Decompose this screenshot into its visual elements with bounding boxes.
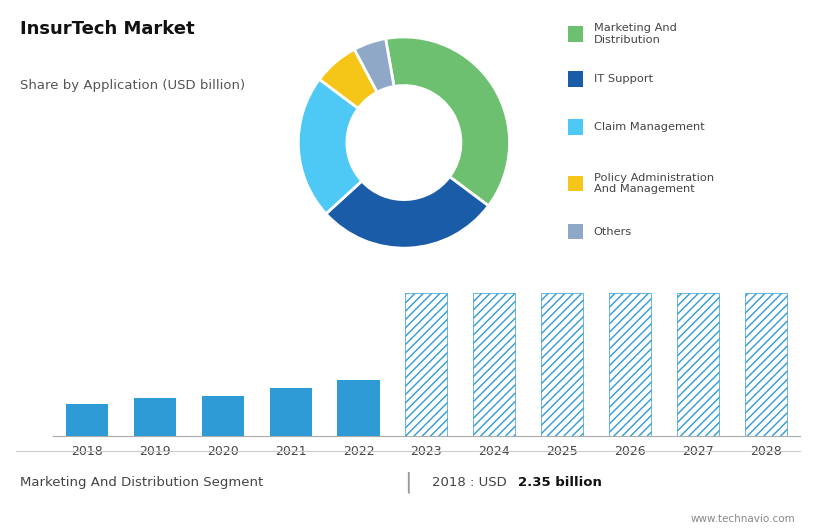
- Bar: [568, 119, 583, 135]
- Wedge shape: [319, 49, 377, 108]
- Bar: [406, 293, 447, 436]
- Text: |: |: [404, 472, 412, 494]
- Bar: [745, 293, 787, 436]
- Text: Share by Application (USD billion): Share by Application (USD billion): [20, 79, 246, 92]
- Bar: [568, 176, 583, 191]
- Text: www.technavio.com: www.technavio.com: [691, 514, 796, 524]
- Text: Marketing And
Distribution: Marketing And Distribution: [594, 23, 676, 45]
- Text: IT Support: IT Support: [594, 74, 653, 84]
- Bar: [66, 404, 108, 436]
- Wedge shape: [326, 177, 489, 248]
- Bar: [541, 293, 583, 436]
- Bar: [134, 398, 176, 436]
- Text: Claim Management: Claim Management: [594, 122, 704, 132]
- Bar: [568, 71, 583, 87]
- Wedge shape: [299, 79, 361, 214]
- Text: Policy Administration
And Management: Policy Administration And Management: [594, 173, 714, 194]
- Bar: [473, 293, 515, 436]
- Bar: [676, 293, 719, 436]
- Bar: [202, 397, 244, 436]
- Bar: [338, 380, 379, 436]
- Bar: [269, 389, 312, 436]
- Wedge shape: [386, 37, 509, 206]
- Text: InsurTech Market: InsurTech Market: [20, 20, 195, 38]
- Text: Marketing And Distribution Segment: Marketing And Distribution Segment: [20, 476, 264, 489]
- Text: Others: Others: [594, 227, 632, 237]
- Text: 2018 : USD: 2018 : USD: [432, 476, 512, 489]
- Bar: [609, 293, 651, 436]
- Text: 2.35 billion: 2.35 billion: [518, 476, 602, 489]
- Bar: [568, 224, 583, 239]
- Wedge shape: [354, 39, 394, 92]
- Bar: [568, 26, 583, 42]
